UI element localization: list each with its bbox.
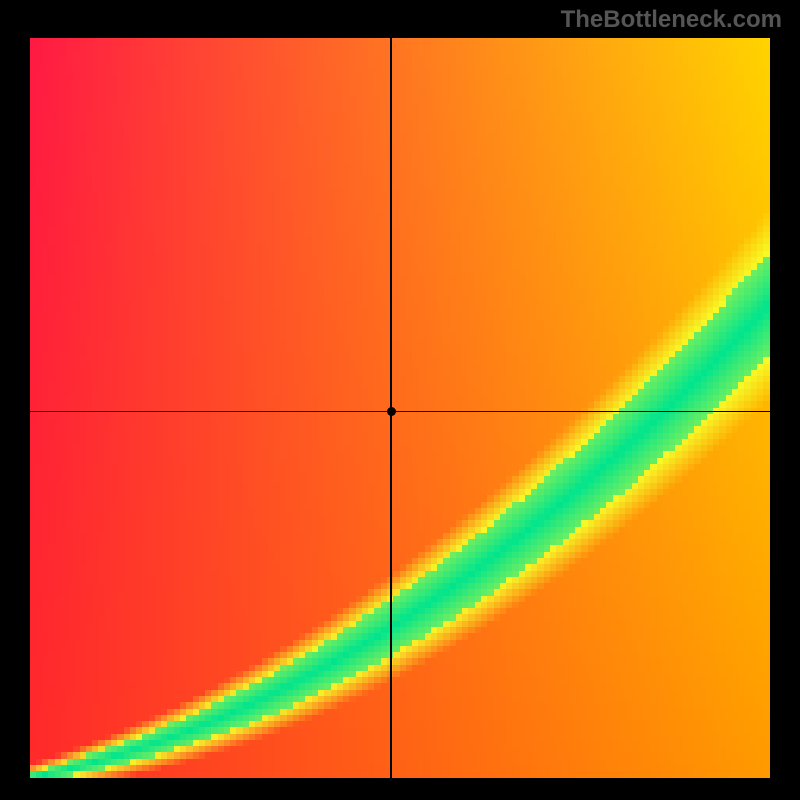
crosshair-horizontal: [30, 411, 770, 413]
chart-container: TheBottleneck.com: [0, 0, 800, 800]
watermark-text: TheBottleneck.com: [561, 6, 782, 34]
crosshair-center-dot: [387, 407, 396, 416]
heatmap-canvas: [30, 38, 770, 778]
